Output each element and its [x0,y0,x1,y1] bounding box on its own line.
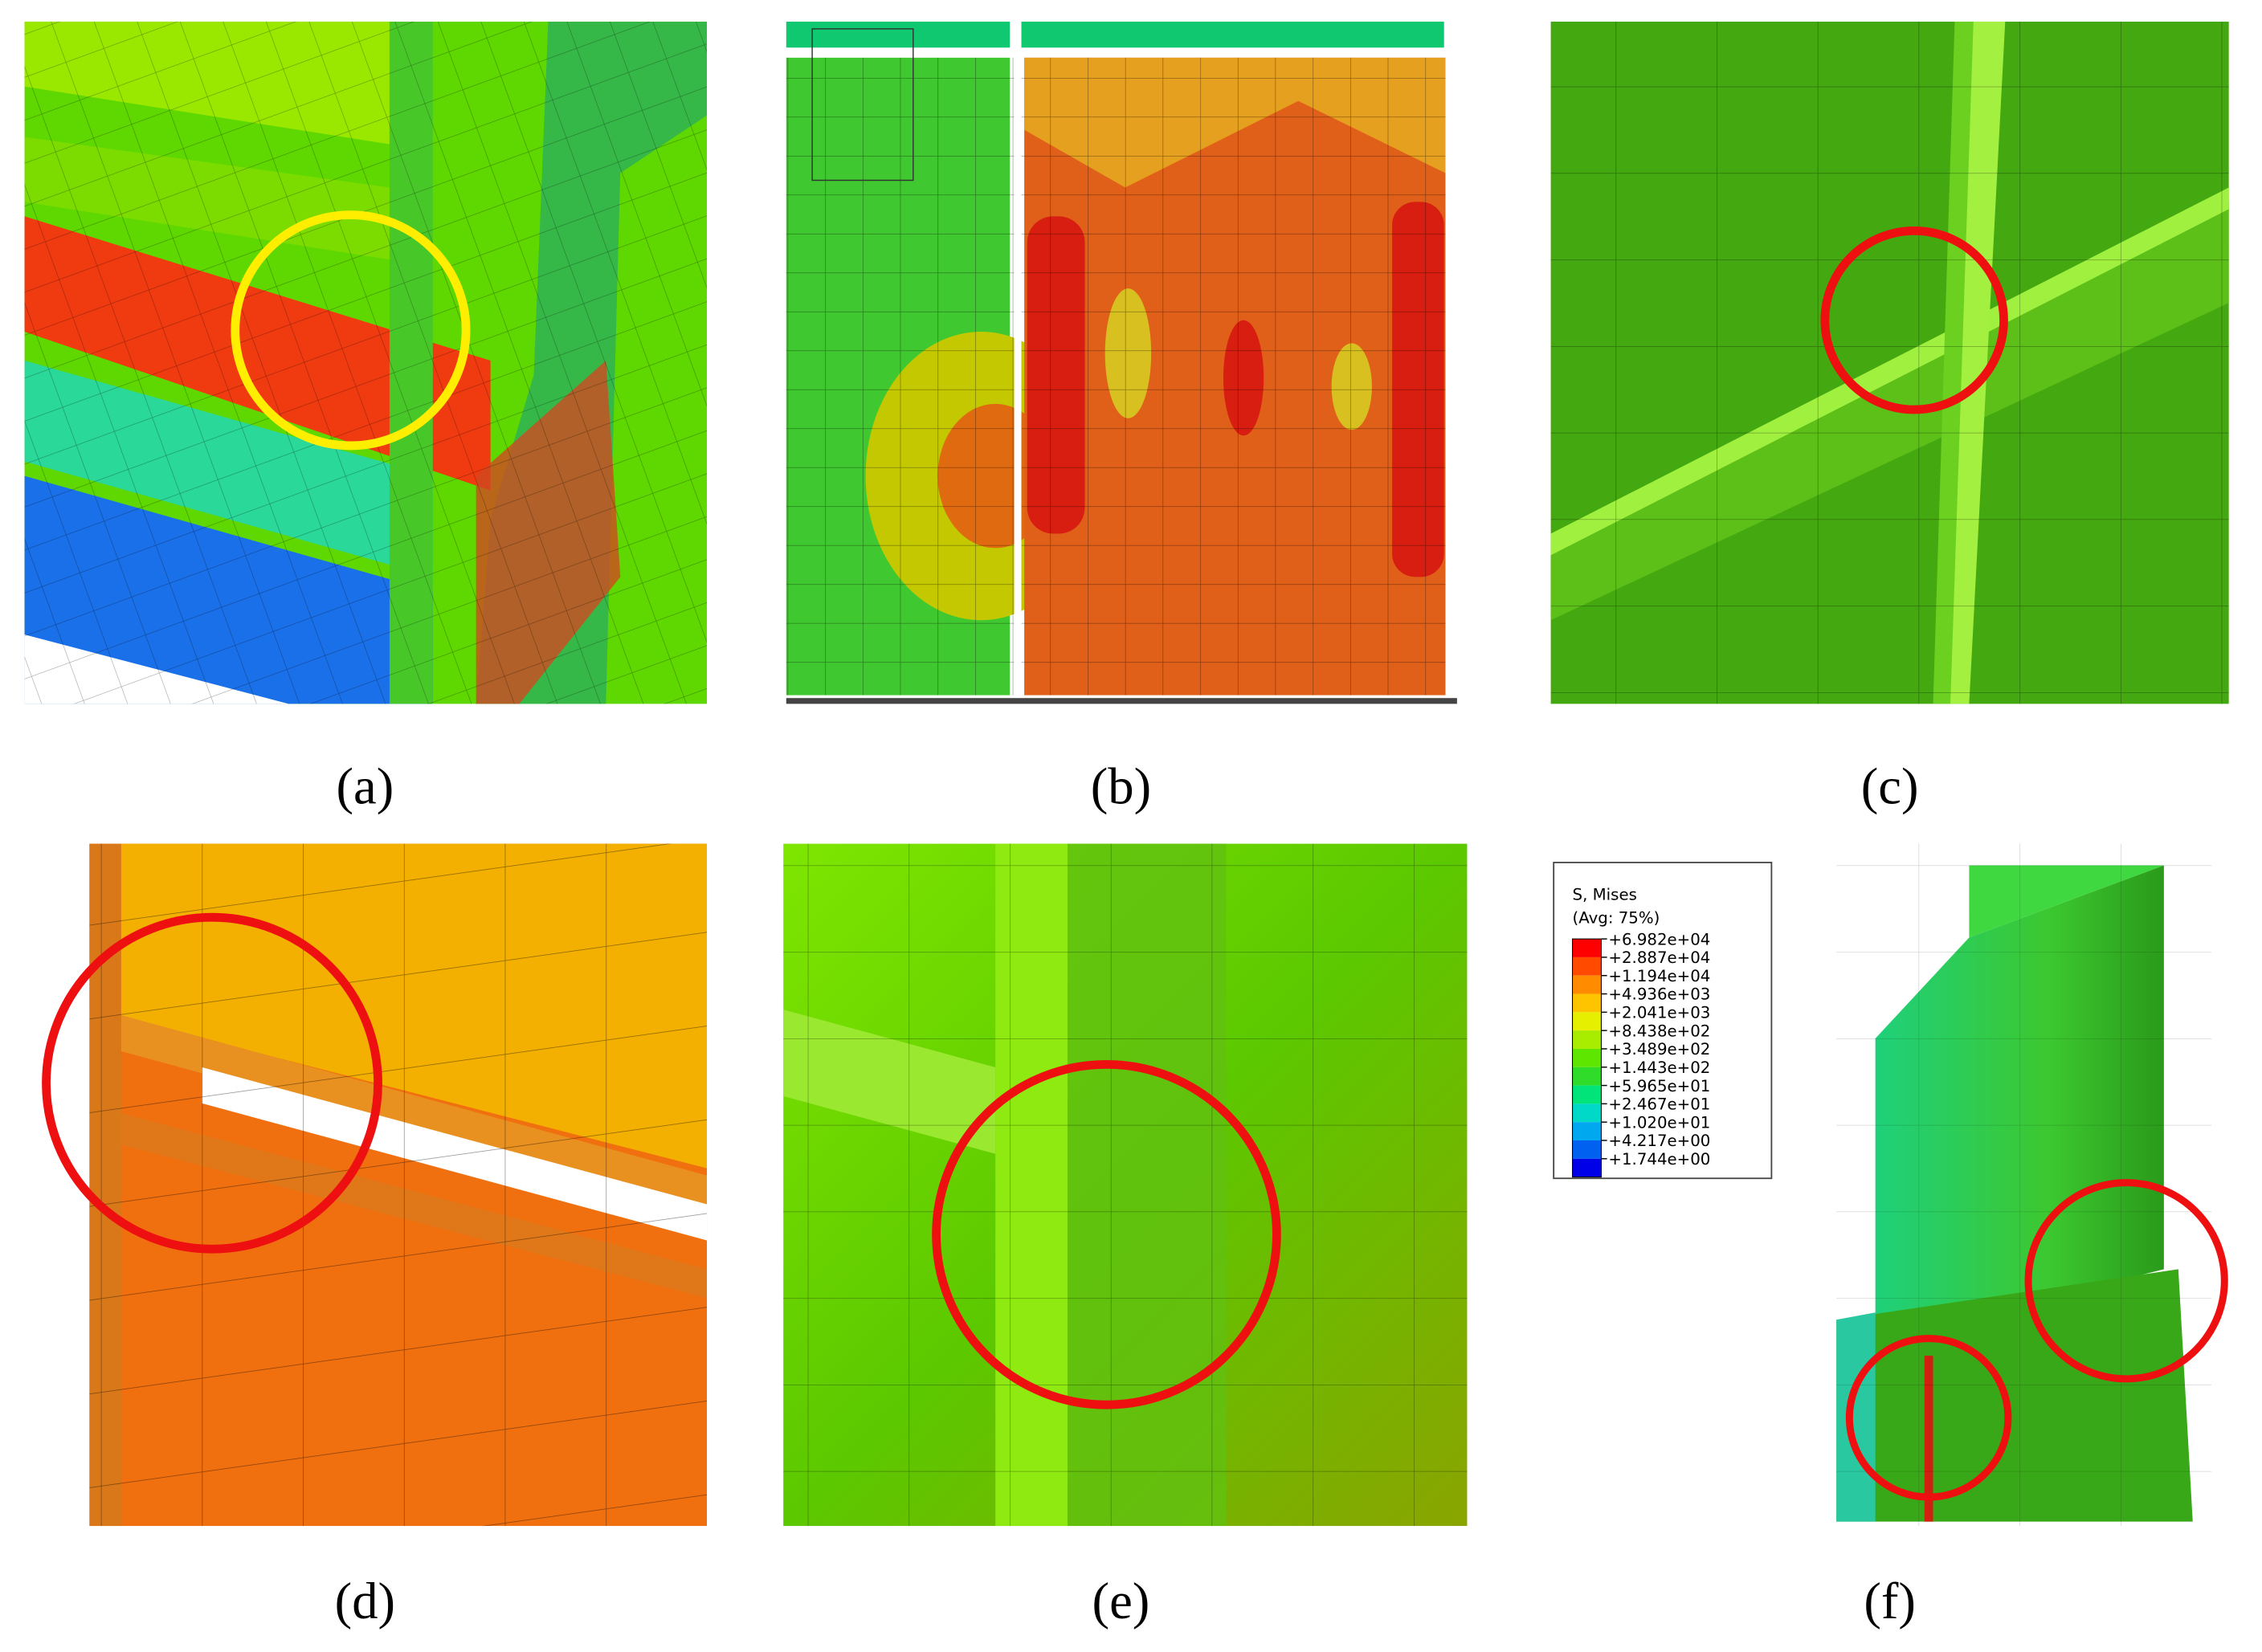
mesh [786,57,1446,695]
legend-color-band [1572,1012,1602,1031]
legend-color-band [1572,975,1602,994]
mesh [24,21,708,704]
panel-b-image [783,21,1459,704]
legend-bar-outline [1572,938,1602,1178]
panel-e-image [783,843,1468,1527]
legend-value: +4.936e+03 [1608,985,1710,1004]
legend-color-band [1572,993,1602,1013]
panel-label: (f) [1864,1572,1916,1630]
highlight-circle [1820,226,2008,414]
highlight-circle [1845,1335,2012,1501]
panel-label: (c) [1861,757,1919,815]
legend-value: +2.041e+03 [1608,1004,1710,1022]
legend-value: +6.982e+04 [1608,930,1710,948]
panel-a-image [24,21,708,704]
gap [1014,50,1022,700]
panel-label: (b) [1091,757,1151,815]
legend-value: +1.194e+04 [1608,967,1710,985]
legend-value: +1.443e+02 [1608,1059,1710,1077]
mesh [89,843,708,1527]
legend-color-band [1572,1030,1602,1049]
mesh [1550,21,2229,704]
panel-label: (a) [337,757,394,815]
legend-value: +3.489e+02 [1608,1040,1710,1059]
panel-label: (e) [1092,1572,1150,1630]
legend-color-band [1572,939,1602,957]
highlight-circle [42,912,382,1254]
legend-color-band [1572,1085,1602,1104]
legend-value: +2.887e+04 [1608,948,1710,967]
mesh [783,843,1468,1527]
legend-subtitle: (Avg: 75%) [1573,908,1660,927]
legend-value: +2.467e+01 [1608,1095,1710,1114]
highlight-circle [932,1059,1281,1409]
panel-labels: (a) (b) (c) (d) (e) (f) [335,757,1919,1630]
strip [1021,21,1444,48]
legend-color-band [1572,1122,1602,1141]
strip [786,21,1011,48]
legend-color-band [1572,957,1602,976]
panel-c-image [1550,21,2229,704]
legend-box [811,28,914,182]
legend-color-band [1572,1067,1602,1086]
panel-d-image [42,843,708,1527]
legend-title: S, Mises [1573,886,1637,904]
legend-color-band [1572,1140,1602,1159]
legend-value: +4.217e+00 [1608,1132,1710,1150]
legend-value: +1.744e+00 [1608,1150,1710,1169]
legend-value: +5.965e+01 [1608,1077,1710,1095]
panel-f-image [1836,843,2228,1527]
legend-color-band [1572,1103,1602,1123]
highlight-circle [231,210,471,451]
panel-label: (d) [335,1572,395,1630]
legend-color-band [1572,1158,1602,1177]
legend: S, Mises (Avg: 75%) +6.982e+04+2.887e+04… [1553,862,1773,1180]
edge [786,698,1457,704]
legend-value: +8.438e+02 [1608,1022,1710,1040]
legend-color-band [1572,1048,1602,1067]
highlight-circle [2024,1179,2228,1383]
legend-value: +1.020e+01 [1608,1113,1710,1132]
